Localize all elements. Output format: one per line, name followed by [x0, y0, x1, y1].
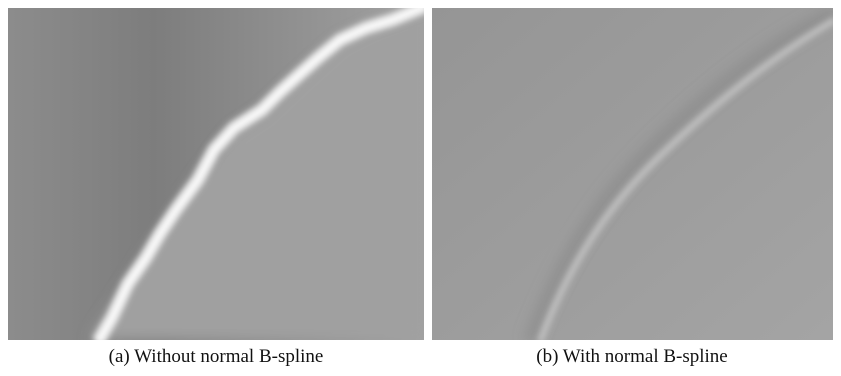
- caption: (a) Without normal B-spline: [109, 346, 324, 367]
- panel-b-image: [432, 8, 835, 342]
- panel-a-image: [8, 6, 426, 342]
- figure: (a) Without normal B-spline (b) With nor…: [0, 0, 841, 376]
- caption: (b) With normal B-spline: [536, 346, 728, 367]
